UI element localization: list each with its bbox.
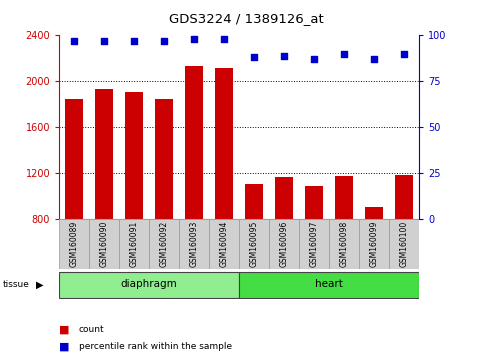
Text: heart: heart	[315, 279, 343, 290]
Text: GSM160095: GSM160095	[249, 221, 259, 268]
Point	[190, 36, 198, 42]
Bar	[359, 219, 389, 269]
Point	[310, 57, 318, 62]
Point	[280, 53, 288, 58]
Bar	[185, 67, 203, 219]
Text: tissue: tissue	[2, 280, 30, 290]
Bar	[149, 219, 179, 269]
Bar	[275, 177, 293, 219]
Bar	[365, 207, 383, 219]
Text: GSM160092: GSM160092	[160, 221, 169, 267]
Bar	[59, 272, 239, 298]
Bar	[299, 219, 329, 269]
Bar	[335, 176, 353, 219]
Text: GSM160089: GSM160089	[70, 221, 79, 267]
Bar	[155, 99, 173, 219]
Bar	[95, 90, 113, 219]
Text: GSM160100: GSM160100	[399, 221, 409, 267]
Bar	[209, 219, 239, 269]
Text: GSM160096: GSM160096	[280, 221, 288, 268]
Bar	[245, 184, 263, 219]
Bar	[395, 175, 413, 219]
Text: GSM160091: GSM160091	[130, 221, 139, 267]
Point	[100, 38, 108, 44]
Bar	[305, 186, 323, 219]
Text: GSM160098: GSM160098	[340, 221, 349, 267]
Point	[160, 38, 168, 44]
Point	[70, 38, 78, 44]
Bar	[119, 219, 149, 269]
Text: GSM160094: GSM160094	[219, 221, 229, 268]
Bar	[389, 219, 419, 269]
Bar	[59, 219, 89, 269]
Text: GSM160097: GSM160097	[310, 221, 318, 268]
Point	[370, 57, 378, 62]
Bar	[89, 219, 119, 269]
Bar	[239, 272, 419, 298]
Bar	[125, 92, 143, 219]
Text: ■: ■	[59, 324, 70, 334]
Bar	[239, 219, 269, 269]
Text: GSM160090: GSM160090	[100, 221, 108, 268]
Bar	[215, 68, 233, 219]
Point	[130, 38, 138, 44]
Bar	[329, 219, 359, 269]
Text: GSM160093: GSM160093	[190, 221, 199, 268]
Bar	[179, 219, 209, 269]
Text: diaphragm: diaphragm	[121, 279, 177, 290]
Point	[220, 36, 228, 42]
Bar	[269, 219, 299, 269]
Text: GDS3224 / 1389126_at: GDS3224 / 1389126_at	[169, 12, 324, 25]
Bar	[65, 99, 83, 219]
Text: GSM160099: GSM160099	[370, 221, 379, 268]
Text: count: count	[79, 325, 105, 334]
Text: ▶: ▶	[35, 280, 43, 290]
Text: percentile rank within the sample: percentile rank within the sample	[79, 342, 232, 352]
Point	[400, 51, 408, 57]
Point	[250, 55, 258, 60]
Text: ■: ■	[59, 342, 70, 352]
Point	[340, 51, 348, 57]
